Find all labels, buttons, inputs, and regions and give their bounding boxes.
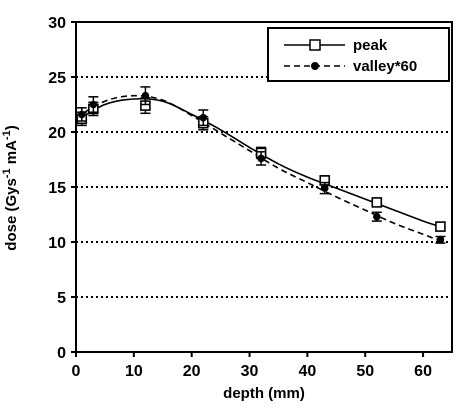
valley-point	[436, 236, 445, 244]
y-label-exp1: -1	[1, 168, 13, 178]
y-tick-label: 10	[48, 235, 66, 252]
legend-label-valley: valley*60	[353, 58, 417, 75]
legend: peak valley*60	[267, 27, 450, 82]
y-label-mid: mA	[3, 140, 20, 169]
valley-point	[89, 100, 98, 109]
fit-curves	[75, 94, 441, 242]
valley-fit-line	[75, 94, 441, 242]
data-markers	[76, 86, 446, 244]
y-tick-label: 0	[57, 345, 66, 362]
legend-label-peak: peak	[353, 37, 388, 54]
legend-box	[267, 27, 450, 82]
x-tick-label: 30	[241, 363, 259, 380]
x-axis-label: depth (mm)	[223, 385, 305, 402]
peak-fit-line	[75, 97, 441, 228]
x-tick-label: 20	[183, 363, 201, 380]
x-tick-label: 50	[356, 363, 374, 380]
legend-marker-peak	[309, 39, 321, 51]
legend-marker-valley	[311, 62, 319, 70]
valley-point	[77, 110, 86, 119]
x-tick-label: 40	[298, 363, 316, 380]
y-tick-label: 20	[48, 125, 66, 142]
peak-point	[435, 221, 446, 232]
peak-point	[371, 197, 383, 208]
y-label-end: )	[3, 125, 20, 130]
x-tick-label: 10	[125, 363, 143, 380]
y-label-exp2: -1	[1, 130, 13, 140]
valley-point	[257, 154, 265, 163]
y-tick-label: 5	[57, 290, 66, 307]
axis-ticks: 0 5 10 15 20 25 30 0 10 20 30 40 50 60	[48, 15, 432, 380]
grid-lines	[76, 76, 452, 298]
y-label-base: dose (Gys	[3, 178, 20, 251]
y-tick-label: 25	[48, 70, 66, 87]
y-axis-label: dose (Gys-1 mA-1)	[1, 125, 20, 250]
valley-point	[320, 184, 329, 192]
valley-point	[199, 113, 208, 122]
x-tick-label: 0	[72, 363, 81, 380]
valley-point	[141, 91, 150, 100]
x-tick-label: 60	[414, 363, 432, 380]
valley-point	[373, 212, 381, 221]
y-tick-label: 30	[48, 15, 66, 32]
y-tick-label: 15	[48, 180, 66, 197]
